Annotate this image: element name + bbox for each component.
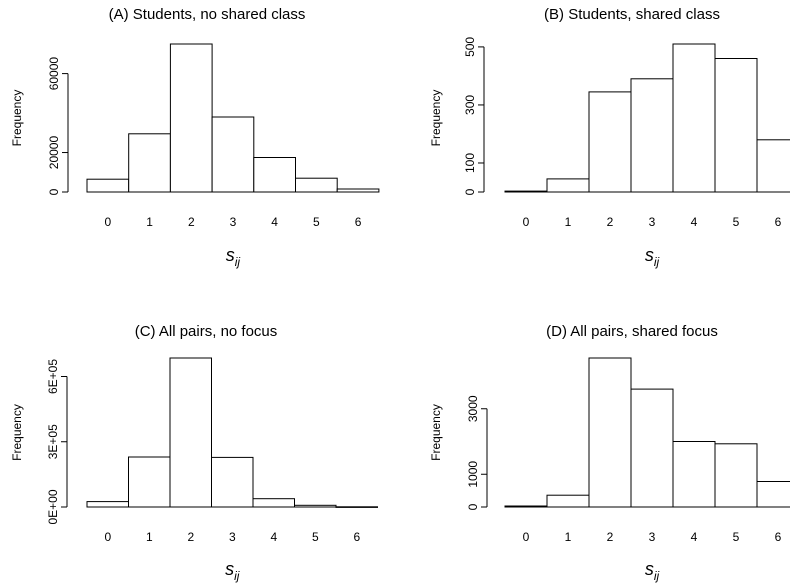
bar-4	[252, 498, 295, 508]
x-tick-label: 3	[649, 215, 656, 229]
bar-2	[169, 357, 212, 508]
bar-0	[86, 501, 129, 508]
chart-title: (B) Students, shared class	[544, 6, 720, 23]
x-tick-label: 4	[270, 530, 277, 544]
y-axis-label: Frequency	[10, 90, 24, 147]
x-tick-label: 2	[188, 215, 195, 229]
bar-2	[588, 357, 632, 508]
x-tick-label: 3	[230, 215, 237, 229]
y-tick-label: 100	[463, 153, 477, 173]
bar-3	[211, 456, 254, 508]
x-tick-label: 1	[565, 530, 572, 544]
x-tick-label: 0	[104, 215, 111, 229]
chart-panel-b: (B) Students, shared class 0 1 2 3 4 5 6 0 100 300…	[429, 6, 790, 269]
y-tick-label: 500	[463, 37, 477, 57]
bar-1	[546, 494, 590, 508]
y-tick-label: 300	[463, 95, 477, 115]
x-tick-label: 6	[355, 215, 362, 229]
x-axis-label: sij	[225, 559, 240, 583]
y-tick-label: 60000	[47, 57, 61, 91]
y-tick-label: 6E+05	[46, 359, 60, 394]
bar-6	[756, 481, 790, 508]
x-tick-label: 5	[313, 215, 320, 229]
bar-5	[295, 177, 338, 193]
y-tick-label: 0	[463, 188, 477, 195]
x-tick-label: 3	[649, 530, 656, 544]
x-tick-label: 6	[353, 530, 360, 544]
x-tick-label: 5	[312, 530, 319, 544]
x-tick-label: 5	[733, 215, 740, 229]
bar-4	[672, 43, 716, 193]
bar-0	[504, 505, 548, 508]
x-tick-label: 1	[565, 215, 572, 229]
y-axis-label: Frequency	[429, 404, 443, 461]
y-axis-label: Frequency	[429, 90, 443, 147]
y-axis-label: Frequency	[10, 404, 24, 461]
bar-6	[756, 139, 790, 193]
chart-panel-c: (C) All pairs, no focus 0 1 2 3 4 5 6 0E+00 3E+05…	[10, 323, 378, 583]
x-tick-label: 4	[691, 215, 698, 229]
y-tick-label: 3000	[466, 395, 480, 422]
y-tick-label: 0	[466, 503, 480, 510]
bar-1	[546, 178, 590, 193]
x-tick-label: 4	[271, 215, 278, 229]
bar-6	[335, 506, 378, 508]
chart-panel-d: (D) All pairs, shared focus 0 1 2 3 4 5 6 0 1000 3…	[429, 323, 790, 583]
x-axis-label: sij	[645, 559, 660, 583]
bar-4	[253, 157, 297, 193]
chart-title: (A) Students, no shared class	[109, 6, 306, 23]
bar-1	[128, 133, 171, 193]
bar-1	[128, 456, 171, 508]
x-tick-label: 5	[733, 530, 740, 544]
bar-4	[672, 441, 716, 508]
y-tick-label: 0	[47, 188, 61, 195]
x-tick-label: 2	[607, 215, 614, 229]
chart-panel-a: (A) Students, no shared class 0 1 2 3 4 5 6 0 200…	[10, 6, 380, 269]
bar-0	[86, 178, 130, 193]
bar-5	[714, 443, 758, 508]
x-axis-label: sij	[645, 245, 660, 269]
chart-title: (C) All pairs, no focus	[135, 323, 278, 340]
bar-0	[504, 190, 548, 193]
x-axis-label: sij	[226, 245, 241, 269]
bar-6	[336, 188, 380, 193]
x-tick-label: 0	[523, 530, 530, 544]
x-tick-label: 2	[607, 530, 614, 544]
x-tick-label: 2	[187, 530, 194, 544]
x-tick-label: 1	[146, 215, 153, 229]
y-tick-label: 0E+00	[46, 489, 60, 524]
x-tick-label: 0	[104, 530, 111, 544]
x-tick-label: 3	[229, 530, 236, 544]
bar-5	[294, 504, 337, 508]
bar-3	[630, 388, 674, 508]
x-tick-label: 6	[775, 530, 782, 544]
y-tick-label: 3E+05	[46, 424, 60, 459]
x-tick-label: 0	[523, 215, 530, 229]
bar-5	[714, 58, 758, 193]
chart-title: (D) All pairs, shared focus	[546, 323, 718, 340]
x-tick-label: 4	[691, 530, 698, 544]
x-tick-label: 1	[146, 530, 153, 544]
bar-3	[630, 78, 674, 193]
bar-2	[588, 91, 632, 193]
bar-3	[211, 116, 255, 193]
y-tick-label: 1000	[466, 461, 480, 488]
bar-2	[169, 43, 213, 193]
y-tick-label: 20000	[47, 136, 61, 170]
x-tick-label: 6	[775, 215, 782, 229]
